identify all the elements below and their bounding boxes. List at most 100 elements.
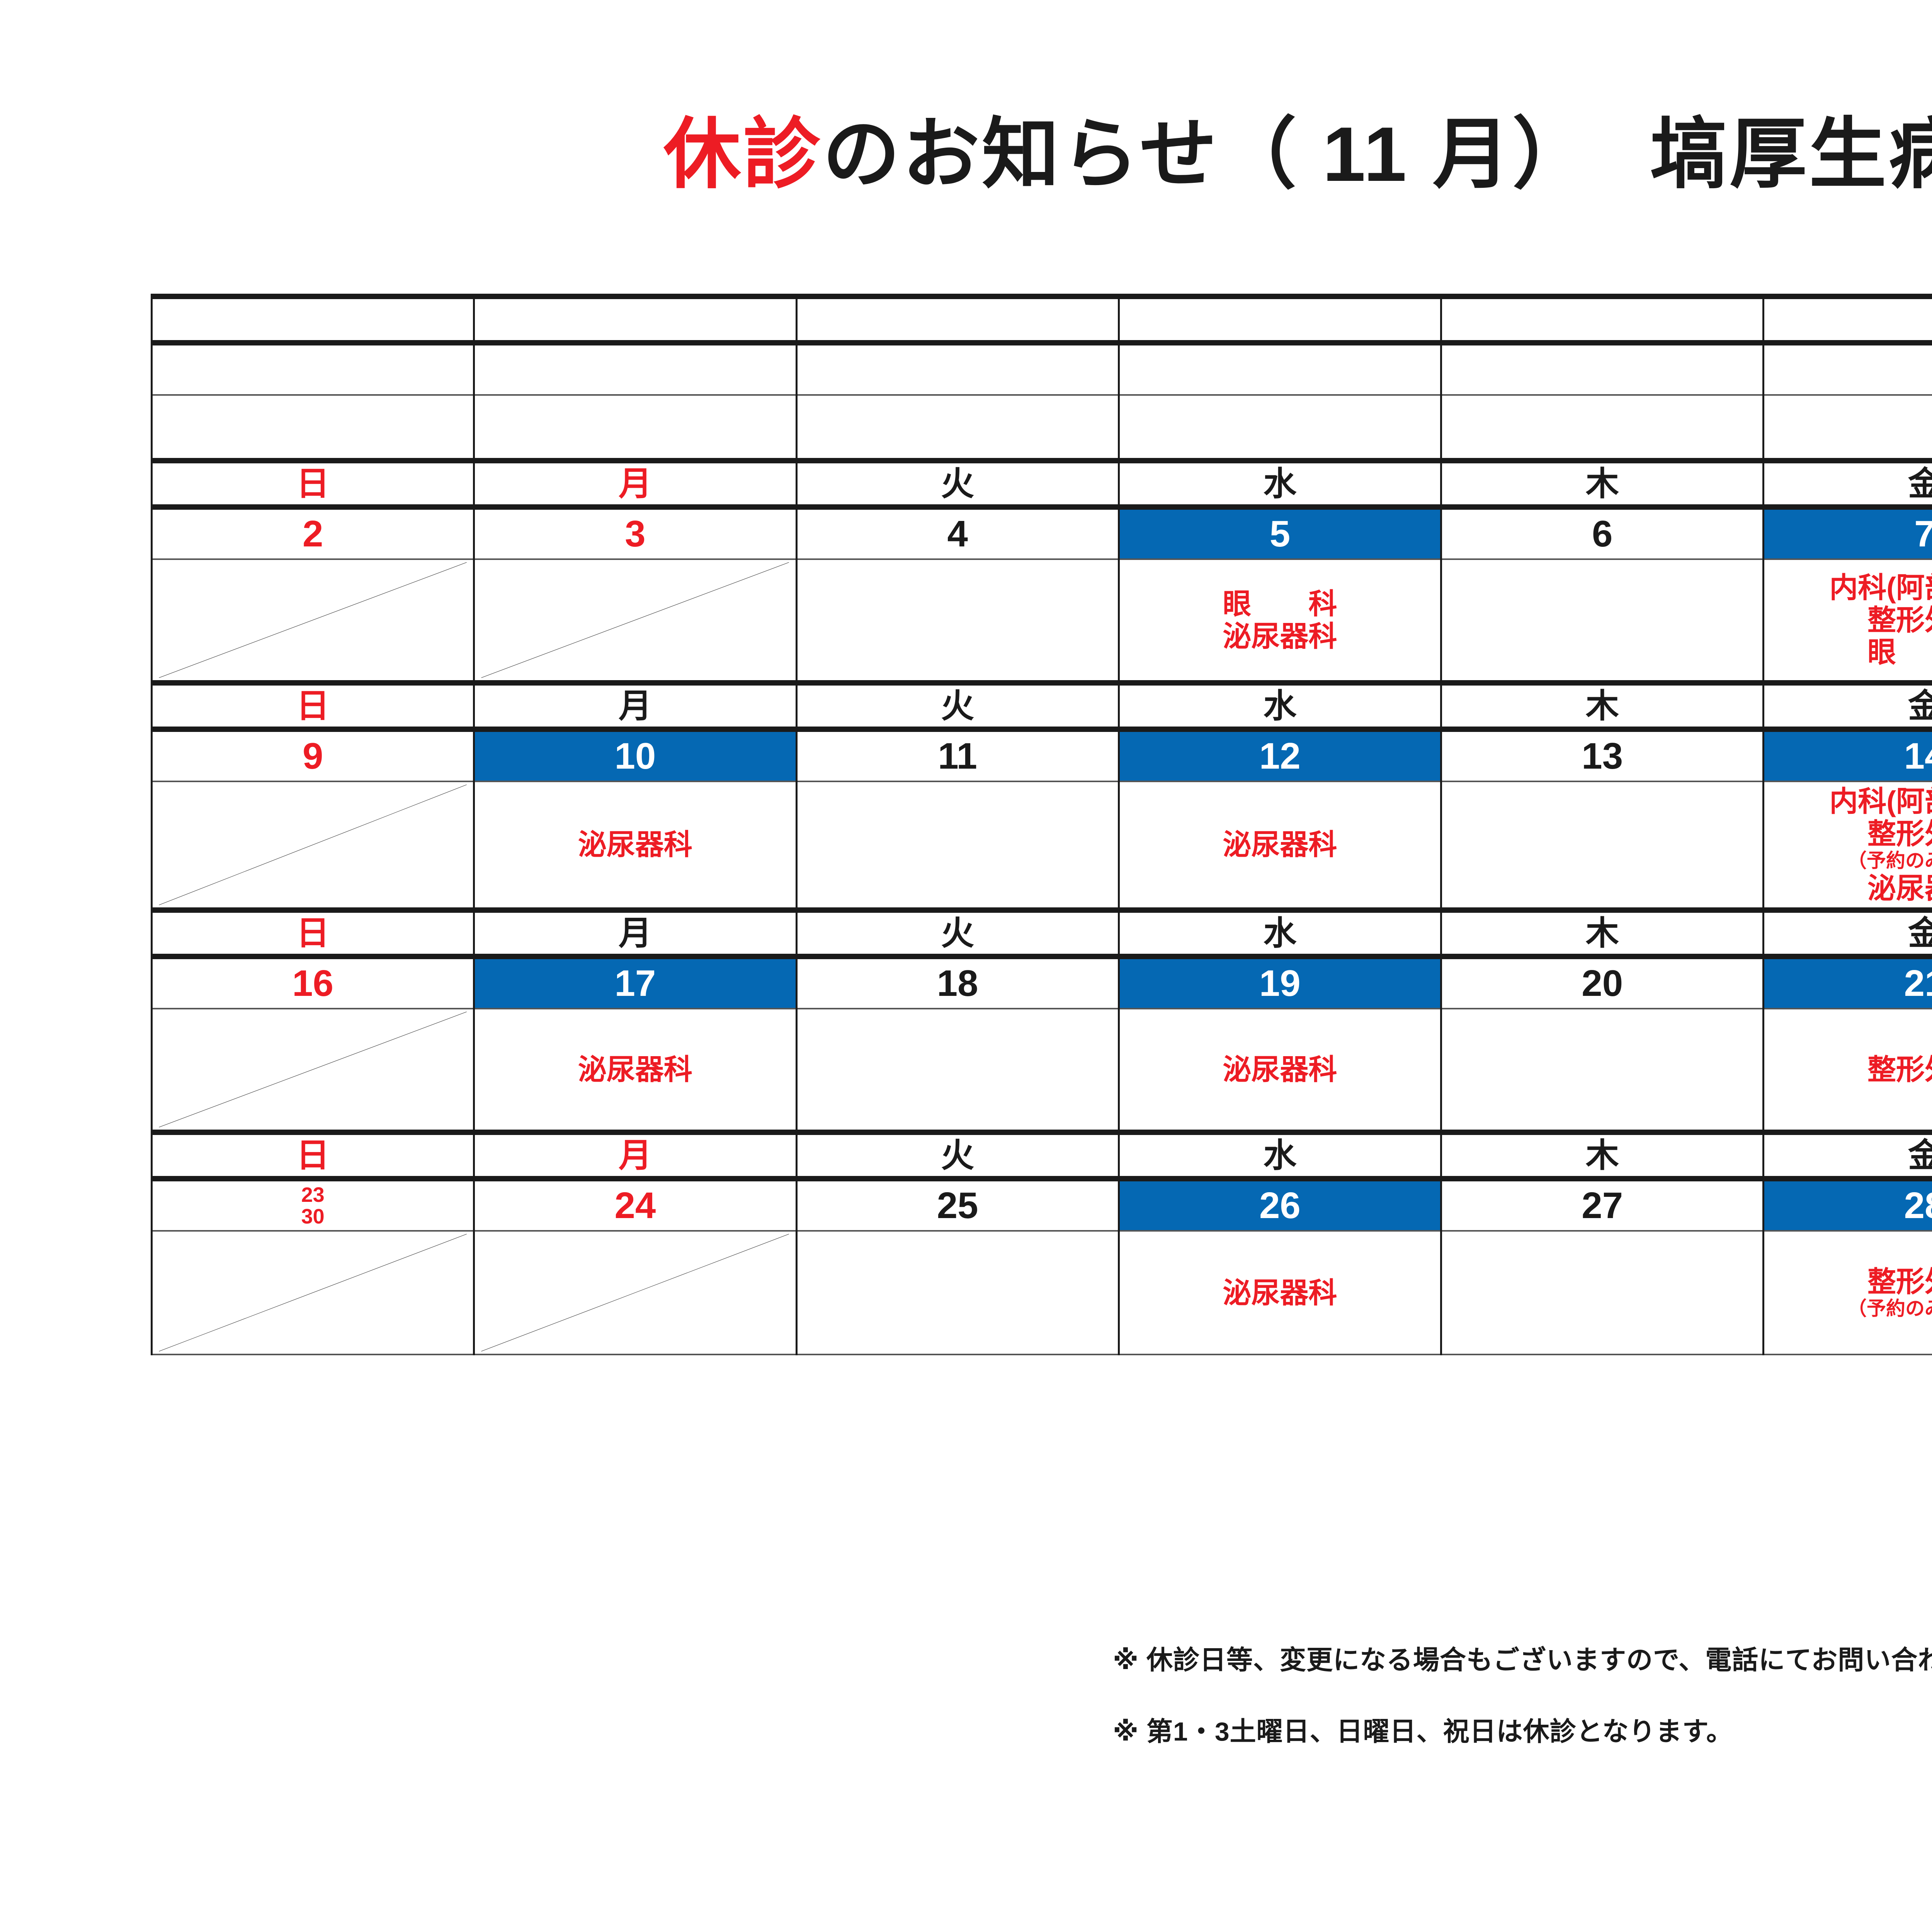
closed-departments-cell: 泌尿器科 <box>473 780 798 911</box>
note-2: ※ 第1・3土曜日、日曜日、祝日は休診となります。 <box>1113 1717 1733 1746</box>
day-number-cell[interactable]: 19 <box>1117 954 1442 1010</box>
day-number: 28 <box>1904 1185 1932 1227</box>
weekday-header-cell: 金 <box>1762 1130 1932 1180</box>
closed-diagonal-icon <box>475 560 795 680</box>
weekday-label: 日 <box>296 687 330 725</box>
weekday-header-cell: 日 <box>150 680 475 730</box>
day-number-stacked: 23 30 <box>153 1184 473 1228</box>
closed-departments-cell <box>795 1230 1120 1356</box>
day-number: 12 <box>1259 735 1301 777</box>
department-list: 泌尿器科 <box>1120 1232 1440 1354</box>
day-number-cell[interactable]: 5 <box>1117 504 1442 560</box>
weekday-label: 木 <box>1585 915 1619 952</box>
weekday-header-cell: 木 <box>1440 907 1765 958</box>
day-number-cell[interactable]: 28 <box>1762 1176 1932 1232</box>
day-number: 4 <box>947 513 968 555</box>
weekday-label: 水 <box>1263 687 1297 725</box>
day-number-cell[interactable] <box>1117 340 1442 396</box>
day-number: 10 <box>614 735 656 777</box>
weekday-label: 水 <box>1263 1137 1297 1174</box>
closed-diagonal-icon <box>153 1232 473 1354</box>
day-number-cell[interactable]: 10 <box>473 727 798 782</box>
department-label: 整形外科 <box>1867 604 1932 636</box>
day-number: 11 <box>938 735 977 777</box>
day-number: 26 <box>1259 1185 1301 1227</box>
day-number-cell[interactable]: 25 <box>795 1176 1120 1232</box>
day-number-cell[interactable]: 17 <box>473 954 798 1010</box>
footer-notes: ※ 休診日等、変更になる場合もございますので、電話にてお問い合わせください。 ※… <box>1113 1639 1932 1782</box>
weekday-header-cell: 水 <box>1117 458 1442 508</box>
day-number-cell[interactable]: 14 <box>1762 727 1932 782</box>
closed-departments-cell <box>473 558 798 684</box>
day-number-cell[interactable] <box>1762 340 1932 396</box>
day-number-row: 2345678 <box>150 504 1932 560</box>
department-label: 整形外科 <box>1867 1053 1932 1086</box>
weekday-label: 木 <box>1585 465 1619 502</box>
weekday-header-cell: 木 <box>1440 1130 1765 1180</box>
weekday-label: 月 <box>618 1137 652 1174</box>
day-number-cell[interactable]: 24 <box>473 1176 798 1232</box>
day-number-cell[interactable]: 13 <box>1440 727 1765 782</box>
closed-departments-cell <box>1762 394 1932 463</box>
closed-departments-row <box>150 394 1932 463</box>
day-number-cell[interactable]: 26 <box>1117 1176 1442 1232</box>
closed-departments-cell <box>1117 394 1442 463</box>
day-number-cell[interactable] <box>473 340 798 396</box>
day-number-row: 9101112131415 <box>150 727 1932 782</box>
hospital-name: 塙厚生病院 <box>1650 111 1932 197</box>
department-list: 内科(阿部和道)整形外科眼 科 <box>1764 560 1932 680</box>
day-number: 2 <box>302 513 323 555</box>
closed-departments-cell <box>150 394 475 463</box>
day-number-cell[interactable] <box>1440 340 1765 396</box>
weekday-header-cell: 木 <box>1440 458 1765 508</box>
day-number-cell[interactable] <box>795 340 1120 396</box>
closed-departments-cell <box>795 558 1120 684</box>
closed-departments-cell: 泌尿器科 <box>1117 1008 1442 1133</box>
day-number-cell[interactable]: 3 <box>473 504 798 560</box>
page-title: 休診のお知らせ（ 11 月）塙厚生病院 <box>0 116 1932 193</box>
weekday-label: 火 <box>941 915 975 952</box>
day-number-cell[interactable]: 9 <box>150 727 475 782</box>
closed-departments-row: 泌尿器科泌尿器科整形外科小 児 科産婦人科泌尿器科 <box>150 1008 1932 1133</box>
day-number-cell[interactable]: 4 <box>795 504 1120 560</box>
weekday-header-cell: 火 <box>795 907 1120 958</box>
day-number-cell[interactable]: 21 <box>1762 954 1932 1010</box>
day-number: 18 <box>937 963 978 1004</box>
day-number-cell[interactable]: 23 30 <box>150 1176 475 1232</box>
weekday-header-cell: 火 <box>795 458 1120 508</box>
closed-departments-cell <box>1440 1230 1765 1356</box>
day-number: 27 <box>1582 1185 1623 1227</box>
weekday-label: 日 <box>296 1137 330 1174</box>
weekday-header-cell: 木 <box>1440 680 1765 730</box>
day-number-cell[interactable]: 18 <box>795 954 1120 1010</box>
weekday-label: 火 <box>941 1137 975 1174</box>
day-number-cell[interactable]: 16 <box>150 954 475 1010</box>
weekday-header-cell: 月 <box>473 907 798 958</box>
weekday-label: 水 <box>1263 465 1297 502</box>
closed-departments-cell <box>795 1008 1120 1133</box>
closed-departments-cell <box>150 1230 475 1356</box>
weekday-header-cell <box>1762 294 1932 344</box>
day-number-cell[interactable]: 6 <box>1440 504 1765 560</box>
day-number-cell[interactable]: 12 <box>1117 727 1442 782</box>
weekday-label: 金 <box>1908 465 1932 502</box>
day-number-cell[interactable]: 11 <box>795 727 1120 782</box>
closed-departments-cell: 整形外科 <box>1762 1008 1932 1133</box>
day-number-cell[interactable]: 2 <box>150 504 475 560</box>
day-number: 7 <box>1914 513 1932 555</box>
day-number-second: 30 <box>301 1205 325 1229</box>
department-label: 内科(阿部和道) <box>1829 572 1932 604</box>
day-number-cell[interactable]: 7 <box>1762 504 1932 560</box>
day-number-cell[interactable]: 20 <box>1440 954 1765 1010</box>
day-number-cell[interactable]: 27 <box>1440 1176 1765 1232</box>
weekday-header-cell: 火 <box>795 680 1120 730</box>
weekday-label: 水 <box>1263 915 1297 952</box>
note-1: ※ 休診日等、変更になる場合もございますので、電話にてお問い合わせください。 <box>1113 1645 1932 1675</box>
closed-departments-cell <box>1440 394 1765 463</box>
weekday-label: 火 <box>941 465 975 502</box>
day-number-cell[interactable] <box>150 340 475 396</box>
closed-departments-cell <box>795 780 1120 911</box>
day-number: 14 <box>1904 735 1932 777</box>
